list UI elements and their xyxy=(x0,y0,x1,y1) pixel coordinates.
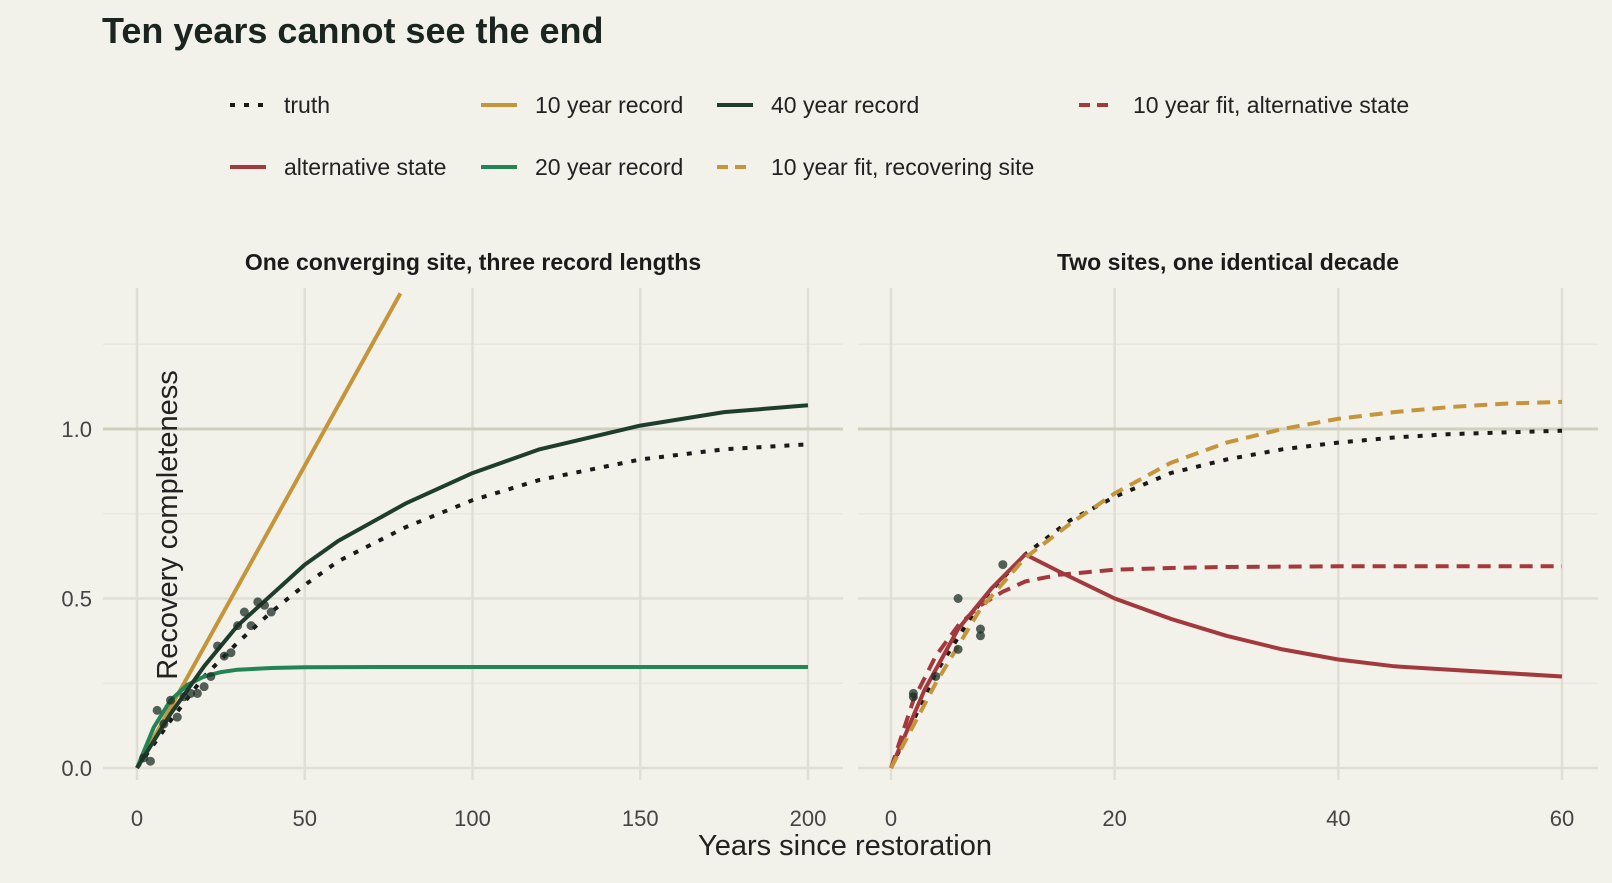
data-point xyxy=(998,560,1008,570)
legend-item-40-year-record: 40 year record xyxy=(715,90,919,120)
series-line-10-year-fit-recovering-site xyxy=(889,399,1563,769)
data-point xyxy=(172,712,182,722)
data-point xyxy=(219,651,229,661)
legend-label-20-year-record: 20 year record xyxy=(535,153,684,180)
data-point xyxy=(953,644,963,654)
legend-item-10-year-record: 10 year record xyxy=(479,90,683,120)
data-point xyxy=(233,621,243,631)
panel-2: 0 20 40 60 xyxy=(858,288,1598,831)
legend-label-truth: truth xyxy=(284,91,331,118)
legend-key-10-year-fit-alternative-state xyxy=(1079,103,1115,107)
x-tick-label: 150 xyxy=(622,806,659,831)
data-point xyxy=(139,753,149,763)
legend-item-truth: truth xyxy=(228,90,330,120)
x-tick-label: 20 xyxy=(1102,806,1126,831)
data-point xyxy=(192,688,202,698)
series-line-alternative-state xyxy=(889,552,1563,769)
data-point xyxy=(266,607,276,617)
x-tick-label: 0 xyxy=(131,806,143,831)
series-group xyxy=(135,292,809,770)
data-point xyxy=(206,671,216,681)
chart-title: Ten years cannot see the end xyxy=(102,10,604,51)
data-point xyxy=(152,705,162,715)
data-point xyxy=(226,648,236,658)
legend: truth 10 year record 40 year record 10 y… xyxy=(0,0,1612,200)
series-group xyxy=(889,399,1563,769)
data-point xyxy=(145,756,155,766)
data-point xyxy=(246,621,256,631)
data-point xyxy=(213,641,223,651)
y-tick-label: 1.0 xyxy=(61,417,92,442)
legend-item-10-year-fit-recovering-site: 10 year fit, recovering site xyxy=(715,152,1034,182)
data-point xyxy=(186,688,196,698)
data-point xyxy=(259,600,269,610)
x-tick-label: 60 xyxy=(1550,806,1574,831)
x-tick-label: 0 xyxy=(885,806,897,831)
legend-key-truth xyxy=(230,103,266,107)
data-point xyxy=(253,597,263,607)
x-tick-label: 50 xyxy=(293,806,317,831)
data-point xyxy=(975,631,985,641)
legend-key-alternative-state xyxy=(230,165,266,169)
data-point xyxy=(908,688,918,698)
x-tick-label: 40 xyxy=(1326,806,1350,831)
y-tick-label: 0.0 xyxy=(61,756,92,781)
data-point xyxy=(239,607,249,617)
y-tick-label: 0.5 xyxy=(61,587,92,612)
x-tick-label: 100 xyxy=(454,806,491,831)
legend-label-alternative-state: alternative state xyxy=(284,153,447,180)
data-point xyxy=(179,692,189,702)
data-point xyxy=(975,624,985,634)
data-point xyxy=(953,594,963,603)
data-point xyxy=(199,682,209,692)
data-point xyxy=(159,719,169,729)
panel-title-right: Two sites, one identical decade xyxy=(1056,249,1400,275)
panel-title-left: One converging site, three record length… xyxy=(244,249,702,275)
legend-key-20-year-record xyxy=(481,165,517,169)
legend-key-10-year-record xyxy=(481,103,517,107)
legend-key-10-year-fit-recovering-site xyxy=(717,165,753,169)
legend-label-10-year-fit-recovering-site: 10 year fit, recovering site xyxy=(771,153,1035,180)
x-axis-label: Years since restoration xyxy=(698,830,992,862)
series-line-10-year-fit-alternative-state xyxy=(889,564,1562,769)
legend-item-alternative-state: alternative state xyxy=(228,152,446,182)
x-tick-label: 200 xyxy=(790,806,827,831)
legend-label-40-year-record: 40 year record xyxy=(771,91,920,118)
panel-1: 0 50 100 150 200 0.0 0.5 1.0 xyxy=(61,288,843,831)
legend-item-10-year-fit-alternative-state: 10 year fit, alternative state xyxy=(1077,90,1409,120)
series-line-40-year-record xyxy=(135,403,809,770)
legend-label-10-year-fit-alternative-state: 10 year fit, alternative state xyxy=(1133,91,1410,118)
legend-label-10-year-record: 10 year record xyxy=(535,91,684,118)
data-point xyxy=(931,671,941,681)
y-axis-label: Recovery completeness xyxy=(152,370,185,680)
data-point xyxy=(166,695,176,705)
legend-item-20-year-record: 20 year record xyxy=(479,152,683,182)
legend-key-40-year-record xyxy=(717,103,753,107)
